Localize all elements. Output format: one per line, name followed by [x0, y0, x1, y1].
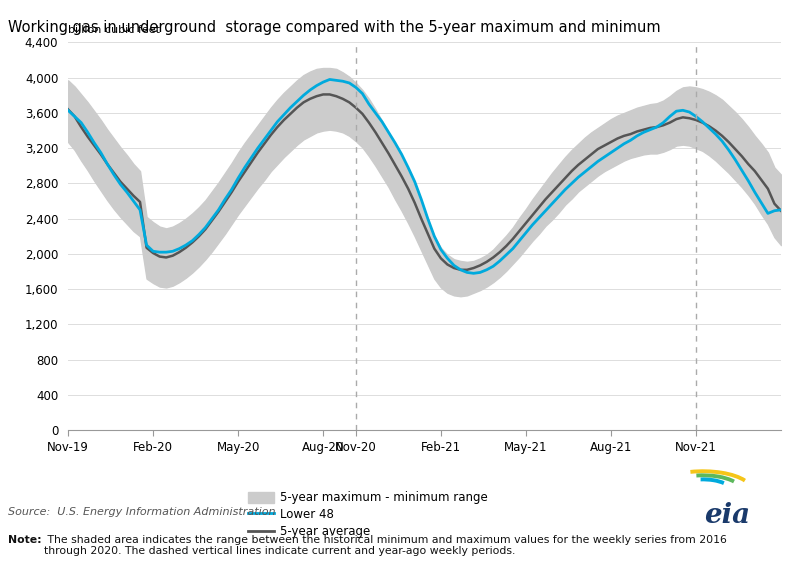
Text: eia: eia [705, 501, 751, 529]
Legend: 5-year maximum - minimum range, Lower 48, 5-year average: 5-year maximum - minimum range, Lower 48… [243, 486, 492, 543]
Text: Working gas in underground  storage compared with the 5-year maximum and minimum: Working gas in underground storage compa… [8, 20, 661, 35]
Text: billion cubic feet: billion cubic feet [68, 25, 160, 35]
Text: Note:: Note: [8, 535, 42, 545]
Text: The shaded area indicates the range between the historical minimum and maximum v: The shaded area indicates the range betw… [44, 535, 727, 556]
Text: Source:  U.S. Energy Information Administration: Source: U.S. Energy Information Administ… [8, 507, 276, 517]
